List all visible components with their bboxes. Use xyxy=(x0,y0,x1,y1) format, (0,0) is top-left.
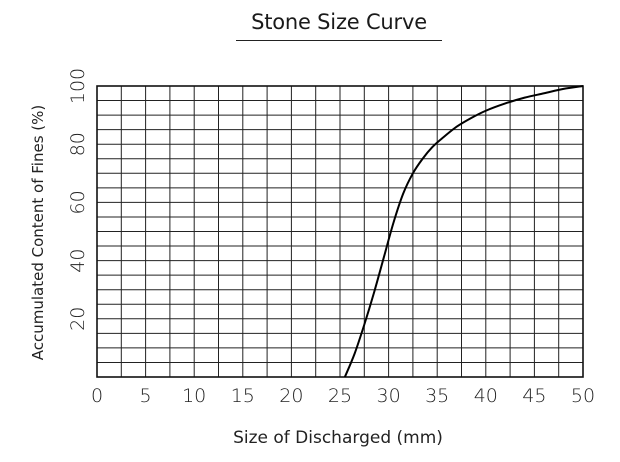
x-tick-label: 0 xyxy=(91,385,103,407)
x-tick-label: 15 xyxy=(231,385,255,407)
x-tick-label: 50 xyxy=(571,385,595,407)
x-tick-labels: 0 5 10 15 20 25 30 35 40 45 50 xyxy=(91,385,595,407)
x-tick-label: 10 xyxy=(182,385,206,407)
x-tick-label: 40 xyxy=(474,385,498,407)
y-tick-label: 60 xyxy=(67,190,89,214)
series-group xyxy=(343,85,584,378)
series-line xyxy=(343,85,584,378)
y-tick-label: 20 xyxy=(67,307,89,331)
y-tick-label: 40 xyxy=(67,249,89,273)
x-tick-label: 25 xyxy=(328,385,352,407)
x-tick-label: 45 xyxy=(522,385,546,407)
title-underline xyxy=(236,40,442,41)
x-tick-label: 30 xyxy=(377,385,401,407)
x-tick-label: 5 xyxy=(140,385,152,407)
grid xyxy=(97,86,583,377)
y-tick-label: 100 xyxy=(67,68,89,104)
x-tick-label: 35 xyxy=(425,385,449,407)
chart-title: Stone Size Curve xyxy=(251,10,427,34)
plot-frame xyxy=(96,85,584,378)
y-axis-label: Accumulated Content of Fines (%) xyxy=(29,105,47,361)
y-tick-label: 80 xyxy=(67,132,89,156)
y-tick-labels: 20 40 60 80 100 xyxy=(67,68,89,331)
x-tick-label: 20 xyxy=(279,385,303,407)
x-axis-label: Size of Discharged (mm) xyxy=(233,428,443,448)
